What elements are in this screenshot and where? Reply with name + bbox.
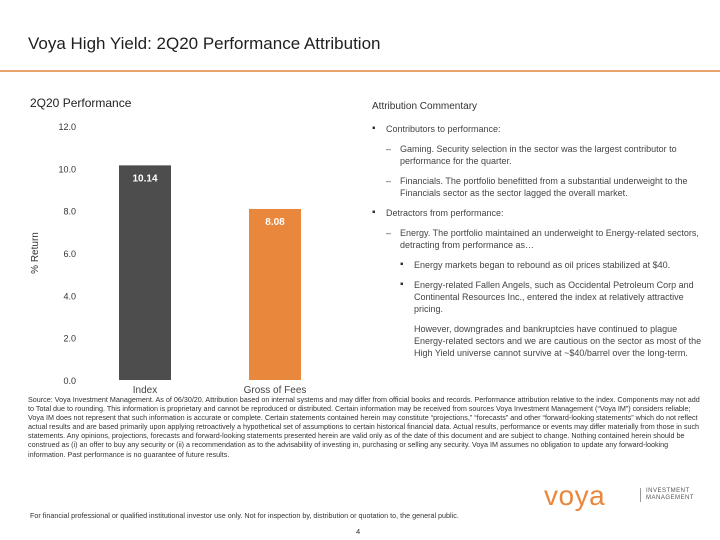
bar-data-label: 10.14 [132, 173, 157, 184]
y-tick-label: 8.0 [63, 207, 76, 217]
however-paragraph: However, downgrades and bankruptcies hav… [414, 324, 702, 358]
voya-logo: voya INVESTMENT MANAGEMENT [544, 480, 694, 512]
title-divider [0, 70, 720, 72]
page-number: 4 [356, 527, 361, 536]
gaming-text: Gaming. Security selection in the sector… [400, 144, 677, 166]
attribution-commentary: Attribution Commentary Contributors to p… [372, 101, 702, 365]
bar-gross-of-fees [249, 208, 301, 380]
dash-marker: – [386, 144, 392, 154]
chart-title: 2Q20 Performance [30, 96, 132, 110]
y-tick-label: 10.0 [58, 164, 76, 174]
logo-subtitle: INVESTMENT MANAGEMENT [640, 488, 706, 502]
y-tick-label: 0.0 [63, 376, 76, 386]
slide-title: Voya High Yield: 2Q20 Performance Attrib… [28, 34, 381, 53]
source-disclaimer: Source: Voya Investment Management. As o… [28, 395, 700, 459]
fallen-angels-item: Energy-related Fallen Angels, such as Oc… [372, 279, 702, 315]
logo-wordmark: voya [544, 480, 606, 511]
y-tick-label: 6.0 [63, 249, 76, 259]
financials-text: Financials. The portfolio benefitted fro… [400, 176, 688, 198]
contributors-bullet: Contributors to performance: [372, 123, 702, 135]
x-category-label: Gross of Fees [244, 385, 307, 396]
y-tick-label: 12.0 [58, 122, 76, 132]
footer-note: For financial professional or qualified … [30, 511, 459, 520]
gaming-item: – Gaming. Security selection in the secto… [372, 143, 702, 167]
energy-text: Energy. The portfolio maintained an unde… [400, 228, 699, 250]
energy-markets-item: Energy markets began to rebound as oil p… [372, 259, 702, 271]
energy-item: – Energy. The portfolio maintained an und… [372, 227, 702, 251]
dash-marker: – [386, 176, 392, 186]
x-category-label: Index [133, 385, 157, 396]
financials-item: – Financials. The portfolio benefitted fr… [372, 175, 702, 199]
bar-data-label: 8.08 [265, 217, 285, 228]
detractors-bullet: Detractors from performance: [372, 207, 702, 219]
dash-marker: – [386, 228, 392, 238]
bar-index [119, 165, 171, 380]
y-tick-label: 4.0 [63, 291, 76, 301]
commentary-title: Attribution Commentary [372, 101, 478, 112]
performance-bar-chart: 0.0 2.0 4.0 6.0 8.0 10.0 12.0 10.14 8.08 Index G… [30, 122, 307, 396]
y-tick-label: 2.0 [63, 334, 76, 344]
y-axis-label: % Return [30, 232, 41, 274]
